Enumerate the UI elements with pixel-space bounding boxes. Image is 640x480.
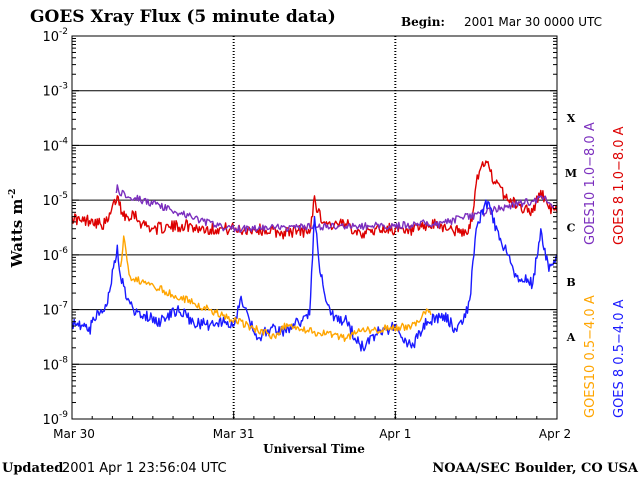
x-tick-label: Apr 2 <box>539 427 571 441</box>
begin-value: 2001 Mar 30 0000 UTC <box>464 15 602 29</box>
legend-label: GOES10 1.0−8.0 A <box>583 122 598 245</box>
x-tick-label: Apr 1 <box>379 427 411 441</box>
legend-entry: GOES10 0.5−4.0 A <box>583 295 598 418</box>
series-line-3 <box>119 235 432 342</box>
legend-label: GOES 8 1.0−8.0 A <box>612 126 627 245</box>
y-tick-label: 10-4 <box>42 136 68 154</box>
flare-class-label: B <box>566 276 575 289</box>
y-tick-label: 10-6 <box>42 246 68 264</box>
y-tick-label: 10-8 <box>42 355 68 373</box>
y-axis-title-text: Watts m <box>8 199 26 269</box>
y-tick-label: 10-2 <box>42 27 68 45</box>
y-tick-label: 10-9 <box>42 410 68 428</box>
legend: GOES10 1.0−8.0 A GOES 8 1.0−8.0 A GOES10 0… <box>583 122 627 418</box>
y-tick-label: 10-3 <box>42 82 68 100</box>
updated-label: Updated <box>2 461 63 476</box>
legend-entry: GOES10 1.0−8.0 A <box>583 122 598 245</box>
source-credit: NOAA/SEC Boulder, CO USA <box>432 461 639 476</box>
series-line-1 <box>115 184 555 233</box>
x-axis-title: Universal Time <box>263 442 365 456</box>
flare-class-label: A <box>566 331 576 344</box>
updated-value: 2001 Apr 1 23:56:04 UTC <box>62 461 227 476</box>
flare-class-label: C <box>567 222 576 235</box>
begin-label: Begin: <box>401 15 445 29</box>
chart-title: GOES Xray Flux (5 minute data) <box>30 7 336 27</box>
series-line-2 <box>71 199 558 352</box>
svg-text:Watts m-2: Watts m-2 <box>8 189 26 269</box>
y-tick-label: 10-7 <box>42 301 68 319</box>
y-axis-title-superscript: -2 <box>8 189 18 199</box>
y-tick-label: 10-5 <box>42 191 68 209</box>
x-tick-label: Mar 31 <box>213 427 255 441</box>
flare-class-labels: X M C B A <box>565 112 577 344</box>
series-layer <box>71 160 558 352</box>
legend-entry: GOES 8 0.5−4.0 A <box>612 299 627 418</box>
flare-class-label: X <box>567 112 576 125</box>
grid-layer <box>72 36 557 419</box>
y-axis-title: Watts m-2 <box>8 189 26 269</box>
legend-label: GOES 8 0.5−4.0 A <box>612 299 627 418</box>
series-line-0 <box>71 160 558 240</box>
x-tick-label: Mar 30 <box>53 427 95 441</box>
legend-label: GOES10 0.5−4.0 A <box>583 295 598 418</box>
legend-entry: GOES 8 1.0−8.0 A <box>612 126 627 245</box>
flare-class-label: M <box>565 167 577 180</box>
